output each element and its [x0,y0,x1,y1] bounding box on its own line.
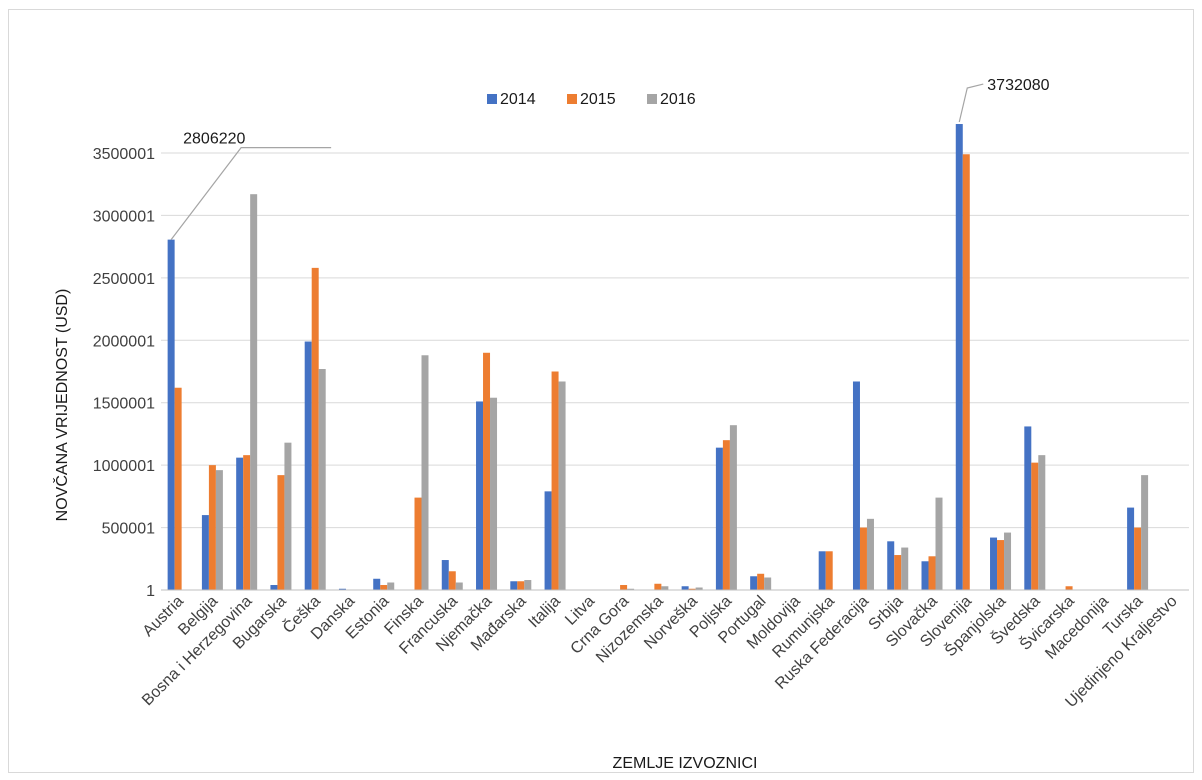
bar-2015 [414,497,422,590]
bar-2014 [373,578,381,590]
y-tick-label: 2500001 [93,271,155,288]
bar-2015 [483,352,491,590]
bar-2015 [688,588,696,590]
bar-2014 [304,341,312,590]
bars [167,124,1149,591]
bar-2014 [270,585,278,590]
y-axis-ticks: 1500001100000115000012000001250000130000… [93,146,155,600]
bar-2014 [990,537,998,590]
bar-2015 [174,387,182,590]
bar-2016 [1141,475,1149,590]
callout-leader [958,83,984,123]
callouts: 2806220 3732080 [170,77,1050,240]
bar-2016 [764,577,772,590]
bar-2016 [387,582,395,590]
bar-2014 [750,576,758,590]
legend-label-2014: 2014 [500,91,536,108]
bar-2014 [887,541,895,590]
legend-swatch-2016 [647,94,657,104]
bar-2015 [277,475,285,590]
x-tick-label: Italija [525,593,564,632]
legend: 2014 2015 2016 [487,91,696,108]
bar-2016 [284,442,292,590]
chart-frame: Austria Belgija Bosna i Herzegovina Bugarsk… [8,9,1194,773]
bar-2014 [510,581,518,590]
gridlines [161,152,1189,591]
bar-2016 [627,588,635,590]
bar-2015 [928,556,936,590]
bar-2016 [421,355,429,590]
bar-2015 [997,540,1005,590]
bar-2015 [962,154,970,590]
bar-2014 [476,401,484,590]
bar-2015 [208,465,216,590]
bar-2015 [859,527,867,590]
bar-2016 [524,580,532,590]
bar-2014 [921,561,929,590]
bar-2016 [455,582,463,590]
bar-2015 [517,581,525,590]
bar-2016 [318,369,326,590]
bar-2015 [825,551,833,590]
bar-2014 [441,560,449,590]
callout-leader [170,147,332,240]
legend-label-2015: 2015 [580,91,616,108]
bar-2015 [654,583,662,590]
y-tick-label: 3500001 [93,146,155,163]
bar-2014 [201,515,209,590]
y-tick-label: 1 [146,583,155,600]
bar-2016 [1004,532,1012,590]
callout-label: 2806220 [183,131,245,148]
y-tick-label: 1500001 [93,396,155,413]
bar-2015 [311,267,319,590]
y-tick-label: 3000001 [93,208,155,225]
bar-2016 [215,470,223,590]
bar-2015 [551,371,559,590]
bar-2016 [490,397,498,590]
bar-2015 [1031,462,1039,590]
bar-2015 [757,573,765,590]
bar-2016 [866,518,874,590]
legend-swatch-2014 [487,94,497,104]
bar-2016 [729,425,737,590]
bar-2014 [1024,426,1032,590]
bar-2014 [236,457,244,590]
bar-2014 [167,239,175,590]
bar-2016 [935,497,943,590]
bar-2016 [1038,455,1046,590]
bar-2014 [544,491,552,590]
bar-2015 [1134,527,1142,590]
callout-label: 3732080 [987,77,1049,94]
bar-2016 [250,194,258,590]
y-tick-label: 1000001 [93,458,155,475]
bar-2014 [955,124,963,591]
bar-2014 [852,381,860,590]
y-tick-label: 2000001 [93,333,155,350]
bar-2016 [901,547,909,590]
bar-2015 [448,571,456,590]
bar-2016 [661,586,669,590]
bar-2014 [338,588,346,590]
x-axis-title: ZEMLJE IZVOZNICI [613,755,758,772]
bar-2015 [722,440,730,590]
y-tick-label: 500001 [102,521,155,538]
bar-2015 [620,585,628,590]
bar-2016 [695,587,703,590]
bar-2015 [243,455,251,590]
bar-2016 [558,381,566,590]
bar-2015 [380,585,388,590]
y-axis-title: NOVČANA VRIJEDNOST (USD) [52,289,71,522]
bar-2014 [681,586,689,590]
bar-2015 [1065,586,1073,590]
legend-swatch-2015 [567,94,577,104]
bar-2015 [894,555,902,590]
bar-2014 [1127,507,1135,590]
legend-label-2016: 2016 [660,91,696,108]
bar-2014 [818,551,826,590]
bar-2014 [715,447,723,590]
